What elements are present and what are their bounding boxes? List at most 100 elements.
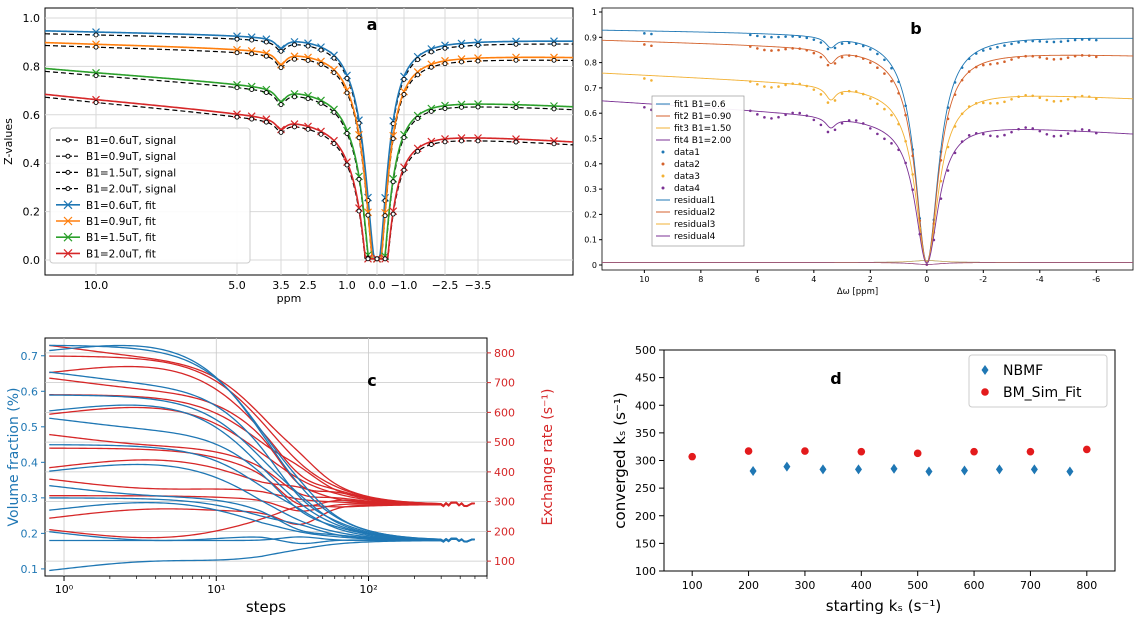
legend-label: BM_Sim_Fit bbox=[1003, 385, 1082, 401]
data-point-1 bbox=[748, 33, 752, 37]
data-point-3 bbox=[876, 102, 879, 106]
x-tick-label: 700 bbox=[1020, 579, 1041, 592]
signal-marker bbox=[234, 114, 240, 120]
signal-marker bbox=[278, 48, 284, 54]
data-point-1 bbox=[756, 34, 759, 38]
data-point-4 bbox=[918, 232, 922, 236]
x-tick-label: 2 bbox=[868, 275, 873, 284]
x-tick-label: 0 bbox=[924, 275, 929, 284]
signal-marker bbox=[442, 45, 448, 51]
signal-marker bbox=[263, 90, 269, 95]
data-point-3 bbox=[1010, 97, 1013, 101]
data-point-4 bbox=[897, 148, 900, 152]
y-right-tick-label: 600 bbox=[494, 406, 515, 419]
data-point-3 bbox=[770, 86, 773, 89]
signal-marker bbox=[475, 138, 481, 144]
legend-label: B1=1.5uT, signal bbox=[86, 167, 176, 179]
data-point-4 bbox=[1017, 127, 1020, 131]
data-point-2 bbox=[847, 54, 851, 57]
signal-marker bbox=[318, 100, 324, 106]
data-point-3 bbox=[1031, 94, 1035, 98]
data-point-2 bbox=[798, 47, 802, 50]
signal-marker bbox=[344, 90, 350, 96]
data-point-4 bbox=[791, 111, 794, 115]
legend-label: NBMF bbox=[1003, 363, 1043, 379]
volume-fraction-line bbox=[49, 538, 475, 572]
data-point-2 bbox=[883, 72, 886, 75]
signal-marker bbox=[442, 139, 448, 145]
data-point-2 bbox=[826, 63, 830, 67]
data-point-4 bbox=[798, 111, 802, 115]
data-point-1 bbox=[833, 46, 837, 50]
data-point-1 bbox=[982, 49, 985, 52]
y-tick-label: 450 bbox=[635, 372, 656, 385]
data-point-2 bbox=[1024, 54, 1027, 58]
data-point-2 bbox=[1038, 55, 1042, 59]
data-point-3 bbox=[854, 90, 858, 93]
signal-marker bbox=[390, 179, 396, 185]
data-point-2 bbox=[1017, 56, 1020, 59]
data-point-2 bbox=[861, 57, 865, 60]
y-tick-label: 150 bbox=[635, 537, 656, 550]
data-point-3 bbox=[1059, 99, 1063, 103]
data-point-4 bbox=[847, 119, 851, 122]
data-point-4 bbox=[876, 132, 879, 136]
signal-marker bbox=[249, 37, 255, 43]
y-axis-label: converged kₛ (s⁻¹) bbox=[611, 392, 629, 528]
x-tick-label: 200 bbox=[738, 579, 759, 592]
data-point-1 bbox=[819, 41, 823, 44]
signal-marker bbox=[459, 138, 464, 144]
data-point-4 bbox=[1031, 127, 1035, 130]
legend-marker bbox=[65, 169, 71, 175]
y-left-tick-label: 0.7 bbox=[21, 350, 39, 363]
data-point-4 bbox=[861, 122, 865, 125]
data-point-3 bbox=[748, 80, 752, 83]
data-point-1 bbox=[812, 38, 816, 41]
y-tick-label: 0.6 bbox=[584, 109, 597, 118]
data-point-2 bbox=[819, 55, 823, 59]
data-point-3 bbox=[989, 101, 992, 105]
x-tick-label: 500 bbox=[907, 579, 928, 592]
signal-marker bbox=[292, 124, 297, 130]
x-tick-label: 5.0 bbox=[228, 279, 246, 292]
data-point-2 bbox=[953, 93, 957, 96]
x-tick-label: 3.5 bbox=[272, 279, 290, 292]
data-point-1 bbox=[861, 44, 865, 48]
y-tick-label: 250 bbox=[635, 482, 656, 495]
signal-marker bbox=[278, 129, 284, 135]
data-point-1 bbox=[1003, 44, 1006, 47]
data-point-3 bbox=[777, 85, 780, 88]
y-tick-label: 0.4 bbox=[584, 160, 597, 169]
panel-d-scatter-chart: 100 200 300 400 500 600 700 800 100 150 200 250 300 3… bbox=[572, 318, 1136, 627]
data-point-1 bbox=[989, 47, 992, 50]
data-point-4 bbox=[840, 121, 844, 125]
y-tick-label: 0.2 bbox=[23, 206, 41, 219]
signal-marker bbox=[344, 162, 350, 168]
data-point-1 bbox=[1094, 38, 1098, 42]
data-point-4 bbox=[1087, 128, 1091, 132]
residual-line-4 bbox=[602, 262, 1133, 265]
panel-b-svg: 10 8 6 4 2 0 -2 -4 -6 0 0.1 0.2 0.3 0.4 0.5 0.6 0.7 0.8 0.… bbox=[584, 7, 1134, 297]
data-point-1 bbox=[650, 32, 653, 36]
y-right-tick-label: 800 bbox=[494, 347, 515, 360]
data-point-1 bbox=[798, 35, 802, 39]
signal-marker bbox=[401, 76, 407, 82]
signal-marker bbox=[234, 50, 240, 56]
signal-marker bbox=[318, 47, 324, 53]
data-point-2 bbox=[650, 44, 653, 48]
data-point-2 bbox=[777, 48, 780, 52]
nbmf-point bbox=[995, 464, 1003, 475]
data-point-4 bbox=[1059, 134, 1063, 138]
data-point-4 bbox=[826, 130, 830, 134]
y-right-tick-label: 300 bbox=[494, 496, 515, 509]
signal-marker bbox=[292, 56, 297, 62]
signal-marker bbox=[551, 57, 557, 63]
data-point-3 bbox=[946, 145, 950, 149]
data-point-4 bbox=[819, 123, 823, 127]
signal-marker bbox=[475, 42, 481, 48]
data-point-3 bbox=[1094, 97, 1098, 101]
legend-marker bbox=[981, 365, 989, 375]
signal-marker bbox=[249, 51, 255, 57]
data-point-2 bbox=[1080, 54, 1084, 57]
data-point-3 bbox=[1052, 100, 1056, 103]
